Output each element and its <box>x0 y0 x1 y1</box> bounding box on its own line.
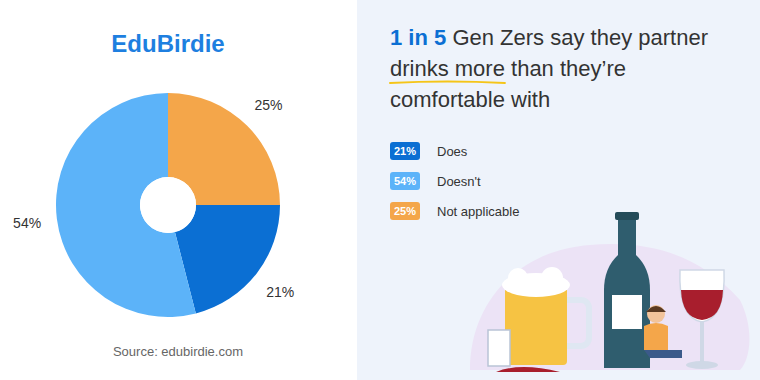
title-word: than <box>511 56 560 81</box>
chart: EduBirdie Source: edubirdie.com 21% 54% 25% 1… <box>0 0 760 380</box>
spill <box>496 367 560 372</box>
right-panel <box>357 0 760 380</box>
title-word: with <box>510 87 550 112</box>
title-word: more <box>455 56 511 81</box>
title-word: Gen <box>452 25 500 50</box>
person-body <box>644 323 668 350</box>
legend-value: 21% <box>394 145 416 157</box>
foam <box>508 268 528 288</box>
title-word: comfortable <box>390 87 511 112</box>
person-legs <box>644 350 682 358</box>
brand: EduBirdie <box>111 30 224 57</box>
bottle-label <box>612 295 642 329</box>
legend-label: Not applicable <box>437 204 519 219</box>
legend: 21% Does 54% Doesn't 25% Not applicable <box>390 142 519 220</box>
root: EduBirdie Source: edubirdie.com 21% 54% 25% 1… <box>0 0 760 380</box>
legend-label: Does <box>437 144 468 159</box>
data-label: 21% <box>266 284 294 300</box>
title-word: Zers <box>500 25 550 50</box>
small-glass <box>488 330 510 366</box>
glass-stem <box>700 321 704 363</box>
wine <box>681 290 723 320</box>
title-word: 5 <box>434 25 452 50</box>
legend-value: 25% <box>394 205 416 217</box>
pie <box>56 93 280 317</box>
data-label: 25% <box>254 97 282 113</box>
title-word: in <box>408 25 434 50</box>
title-underline <box>390 82 505 84</box>
legend-swatch <box>390 202 420 220</box>
title-word: drinks <box>390 56 455 81</box>
legend-label: Doesn't <box>437 174 481 189</box>
blob <box>470 244 749 370</box>
title-word: partner <box>638 25 714 50</box>
foam <box>541 267 563 289</box>
title: 1 in 5 Gen Zers say they partner drinks … <box>390 25 714 112</box>
title-word: they’re <box>560 56 632 81</box>
person-hair <box>646 306 666 312</box>
mug-handle <box>567 300 589 346</box>
glass <box>680 270 724 322</box>
source: Source: edubirdie.com <box>113 344 243 359</box>
donut-hole <box>140 177 196 233</box>
legend-swatch <box>390 142 420 160</box>
legend-value: 54% <box>394 175 416 187</box>
background <box>0 0 760 380</box>
title-word: say <box>550 25 590 50</box>
legend-swatch <box>390 172 420 190</box>
glass-base <box>686 361 718 369</box>
data-label: 54% <box>13 215 41 231</box>
title-word: 1 <box>390 25 408 50</box>
illustration <box>470 212 749 372</box>
title-word: they <box>591 25 639 50</box>
bottle-neck <box>618 215 636 255</box>
person-head <box>647 305 665 323</box>
bottle <box>604 255 650 368</box>
bottle-cap <box>615 212 639 220</box>
